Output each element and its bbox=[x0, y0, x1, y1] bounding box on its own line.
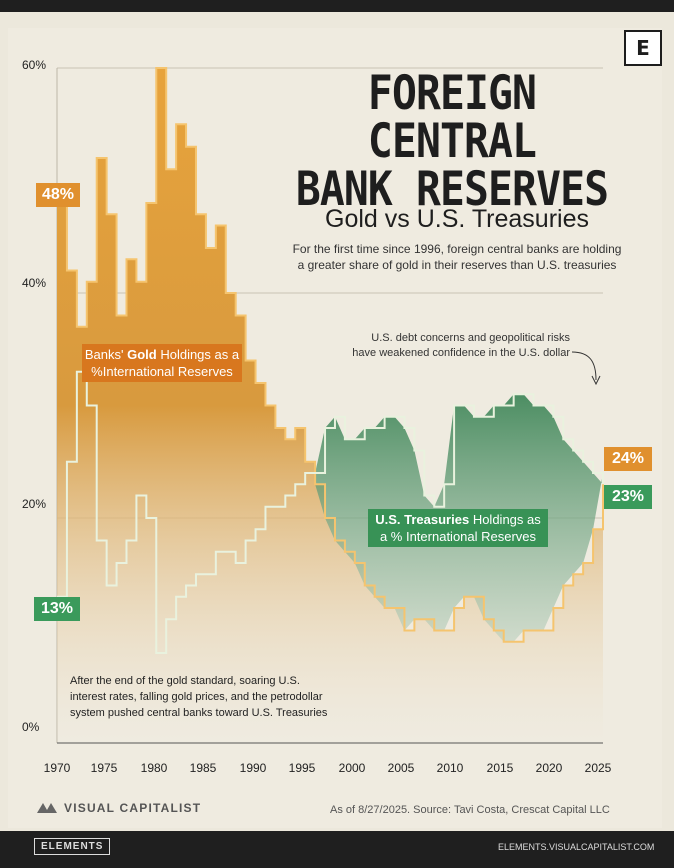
treasuries-start-tag: 13% bbox=[34, 597, 80, 621]
treasuries-end-tag: 23% bbox=[604, 485, 652, 509]
page-title: FOREIGN CENTRAL BANK RESERVES bbox=[285, 70, 619, 214]
gold-label-bold: Gold bbox=[127, 347, 157, 362]
top-bar bbox=[0, 0, 674, 12]
x-tick-1985: 1985 bbox=[189, 761, 217, 775]
bottom-note-line-2: interest rates, falling gold prices, and… bbox=[70, 691, 323, 703]
x-tick-2015: 2015 bbox=[486, 761, 514, 775]
tsy-label-post: Holdings as bbox=[469, 512, 541, 527]
page-subtitle: Gold vs U.S. Treasuries bbox=[325, 205, 589, 233]
x-tick-2005: 2005 bbox=[387, 761, 415, 775]
x-tick-2000: 2000 bbox=[338, 761, 366, 775]
elements-footer-logo[interactable]: ELEMENTS bbox=[34, 838, 111, 855]
x-tick-2010: 2010 bbox=[436, 761, 464, 775]
y-tick-60: 60% bbox=[22, 58, 47, 72]
note-arrowhead bbox=[591, 375, 601, 386]
elements-url[interactable]: ELEMENTS.VISUALCAPITALIST.COM bbox=[498, 842, 655, 852]
treasuries-line bbox=[57, 370, 604, 654]
source-note: As of 8/27/2025. Source: Tavi Costa, Cre… bbox=[330, 804, 610, 816]
y-tick-0: 0% bbox=[22, 720, 40, 734]
x-tick-1970: 1970 bbox=[43, 761, 71, 775]
title-line-2: BANK RESERVES bbox=[295, 162, 609, 217]
tsy-label-line-2: a % International Reserves bbox=[379, 529, 537, 544]
visual-capitalist-logo[interactable]: VISUAL CAPITALIST bbox=[36, 801, 201, 815]
bottom-bar bbox=[0, 831, 674, 868]
x-tick-2025: 2025 bbox=[584, 761, 612, 775]
bottom-note-line-3: system pushed central banks toward U.S. … bbox=[70, 707, 328, 719]
gold-start-tag: 48% bbox=[36, 183, 80, 207]
description-line-1: For the first time since 1996, foreign c… bbox=[292, 242, 622, 256]
top-note-line-1: U.S. debt concerns and geopolitical risk… bbox=[371, 332, 570, 344]
bottom-annotation: After the end of the gold standard, soar… bbox=[70, 673, 370, 721]
page-description: For the first time since 1996, foreign c… bbox=[262, 241, 652, 273]
x-tick-1995: 1995 bbox=[288, 761, 316, 775]
gold-series-label: Banks' Gold Holdings as a %International… bbox=[82, 344, 242, 382]
bottom-note-line-1: After the end of the gold standard, soar… bbox=[70, 675, 300, 687]
visual-capitalist-icon bbox=[37, 803, 57, 813]
gold-label-post: Holdings as a bbox=[156, 347, 240, 362]
top-annotation: U.S. debt concerns and geopolitical risk… bbox=[340, 331, 570, 361]
y-tick-40: 40% bbox=[22, 276, 47, 290]
y-tick-20: 20% bbox=[22, 497, 47, 511]
x-tick-1975: 1975 bbox=[90, 761, 118, 775]
note-arrow bbox=[571, 351, 597, 381]
description-line-2: a greater share of gold in their reserve… bbox=[297, 258, 617, 272]
x-tick-2020: 2020 bbox=[535, 761, 563, 775]
x-tick-1980: 1980 bbox=[140, 761, 168, 775]
tsy-label-bold: U.S. Treasuries bbox=[375, 512, 470, 527]
x-tick-1990: 1990 bbox=[239, 761, 267, 775]
gold-label-pre: Banks' bbox=[84, 347, 128, 362]
top-note-line-2: have weakened confidence in the U.S. dol… bbox=[352, 347, 570, 359]
gold-area bbox=[57, 68, 603, 743]
treasuries-series-label: U.S. Treasuries Holdings as a % Internat… bbox=[368, 509, 548, 547]
elements-logo-icon: E bbox=[624, 30, 662, 66]
gold-end-tag: 24% bbox=[604, 447, 652, 471]
gold-label-line-2: %International Reserves bbox=[91, 364, 233, 379]
brand-name: VISUAL CAPITALIST bbox=[64, 801, 202, 815]
title-line-1: FOREIGN CENTRAL bbox=[367, 66, 537, 169]
